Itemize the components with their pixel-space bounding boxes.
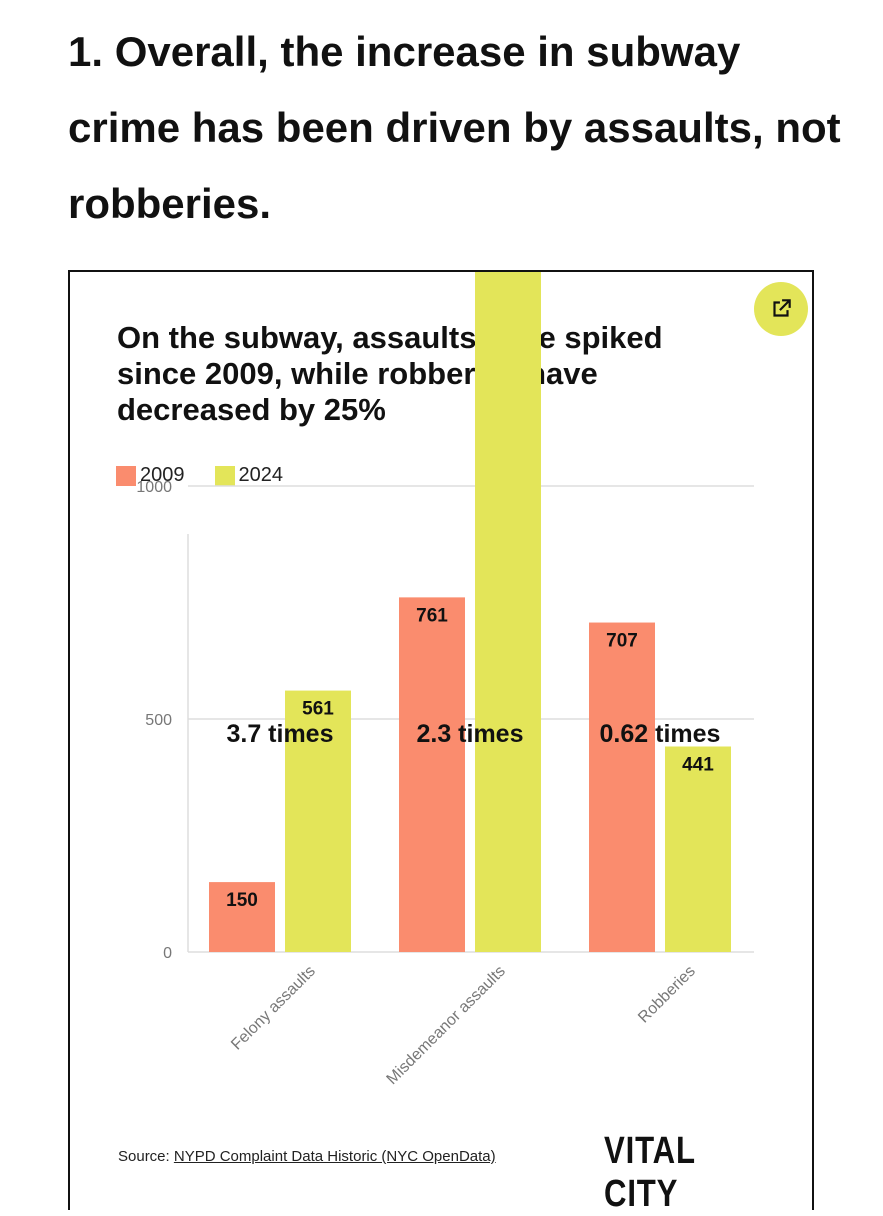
data-label-2009-1: 761 (416, 605, 448, 626)
data-label-2009-2: 707 (606, 631, 638, 652)
bar-2024-0 (285, 690, 351, 952)
y-tick-label-500: 500 (145, 712, 172, 729)
bar-2009-1 (399, 597, 465, 952)
legend-item-2009: 2009 (116, 464, 185, 487)
external-link-icon (773, 299, 791, 317)
legend-item-2024: 2024 (214, 464, 284, 487)
data-label-2024-0: 561 (302, 699, 334, 720)
bar-2024-1 (475, 272, 541, 952)
page-heading: 1. Overall, the increase in subway crime… (68, 28, 841, 227)
brand-logo: VITAL CITY (604, 1130, 696, 1215)
legend-label-2009: 2009 (140, 464, 185, 486)
y-tick-label-1000: 1000 (136, 479, 172, 496)
source-link[interactable]: NYPD Complaint Data Historic (NYC OpenDa… (173, 1148, 496, 1165)
data-label-2009-0: 150 (226, 890, 258, 911)
chart-card: On the subway, assaults have spiked sinc… (68, 270, 814, 1215)
ratio-annotation-1: 2.3 times (416, 720, 523, 748)
bar-2009-0 (209, 882, 275, 952)
source-note: Source: NYPD Complaint Data Historic (NY… (118, 1148, 496, 1165)
data-label-2024-2: 441 (682, 754, 714, 775)
source-prefix: Source: (118, 1148, 174, 1165)
legend-label-2024: 2024 (238, 464, 284, 486)
bar-2009-2 (589, 622, 655, 952)
x-tick-label-0: Felony assaults (228, 963, 319, 1054)
x-tick-label-1: Misdemeanor assaults (384, 963, 509, 1088)
ratio-annotation-0: 3.7 times (226, 720, 333, 748)
legend-swatch-2009 (116, 465, 136, 486)
legend-swatch-2024 (214, 465, 235, 486)
x-tick-label-2: Robberies (635, 963, 699, 1027)
y-tick-label-0: 0 (163, 945, 172, 962)
bar-2024-2 (665, 746, 731, 952)
ratio-annotation-2: 0.62 times (600, 720, 721, 748)
legend: 2009 2024 (116, 464, 283, 487)
expand-button[interactable] (754, 282, 808, 336)
